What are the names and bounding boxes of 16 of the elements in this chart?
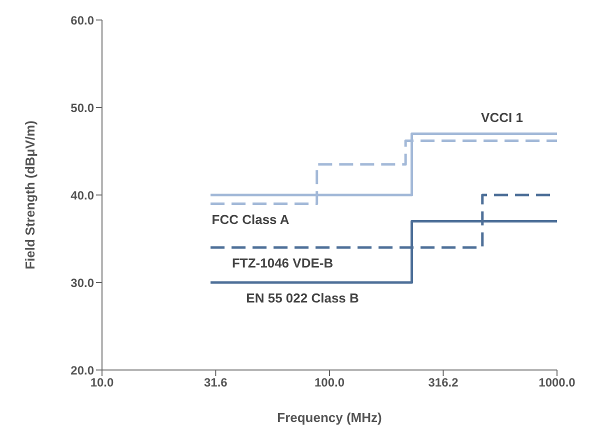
series-label: EN 55 022 Class B [246, 290, 359, 306]
series-label: FTZ-1046 VDE-B [232, 256, 334, 270]
x-tick-label: 1000.0 [538, 376, 576, 390]
y-tick-label: 50.0 [70, 100, 94, 115]
x-tick-label: 100.0 [314, 376, 345, 390]
x-tick-label: 10.0 [90, 376, 114, 390]
x-axis-title: Frequency (MHz) [277, 410, 382, 425]
y-tick-label: 40.0 [70, 188, 94, 202]
series-label: VCCI 1 [481, 110, 523, 125]
y-tick-label: 30.0 [70, 276, 94, 290]
x-tick-label: 31.6 [204, 376, 228, 390]
y-axis-title: Field Strength (dBμV/m) [22, 120, 38, 270]
series-label: FCC Class A [212, 212, 290, 227]
y-tick-label: 20.0 [70, 363, 94, 378]
x-tick-label: 316.2 [428, 376, 459, 390]
y-tick-label: 60.0 [70, 13, 94, 28]
